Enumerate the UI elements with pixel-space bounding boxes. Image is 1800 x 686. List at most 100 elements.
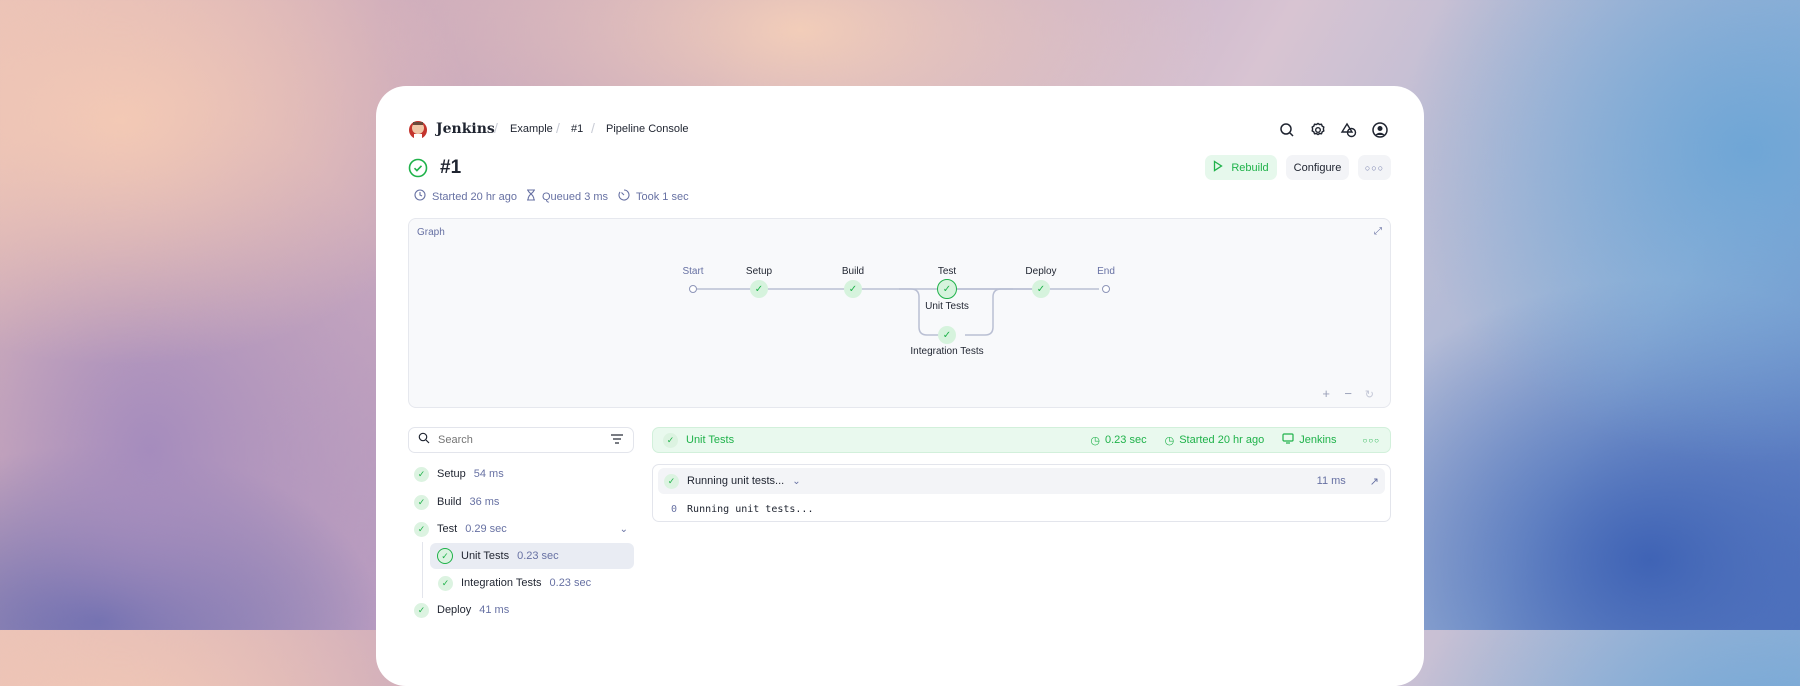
- log-line-number: 0: [671, 504, 678, 515]
- step-duration: 11 ms: [1316, 475, 1346, 487]
- shapes-icon[interactable]: [1339, 120, 1359, 140]
- step-label: Running unit tests...: [687, 475, 785, 487]
- timer-icon: ◷: [1090, 434, 1100, 447]
- breadcrumb-pipeline-console[interactable]: Pipeline Console: [606, 123, 689, 135]
- graph-node-deploy[interactable]: ✓: [1032, 280, 1050, 298]
- log-line: 0 Running unit tests...: [671, 504, 813, 515]
- graph-node-setup[interactable]: ✓: [750, 280, 768, 298]
- queued-text: Queued 3 ms: [542, 190, 609, 203]
- log-card: ✓ Running unit tests... ⌄ 11 ms ↗ 0 Runn…: [652, 464, 1391, 522]
- rebuild-label: Rebuild: [1231, 161, 1269, 174]
- stage-name: Build: [437, 496, 462, 508]
- tree-item-integration-tests[interactable]: ✓ Integration Tests 0.23 sec: [438, 572, 591, 594]
- search-icon[interactable]: [1277, 120, 1297, 140]
- meta-queued: Queued 3 ms: [526, 189, 608, 204]
- monitor-icon: [1282, 433, 1294, 447]
- stage-duration: ◷ 0.23 sec: [1090, 434, 1146, 447]
- graph-label-build: Build: [841, 266, 865, 277]
- stage-duration: 54 ms: [473, 468, 504, 480]
- breadcrumb-separator: /: [591, 120, 595, 136]
- tree-item-build[interactable]: ✓ Build 36 ms: [414, 491, 499, 513]
- graph-label-integration-tests: Integration Tests: [910, 346, 984, 357]
- chevron-down-icon[interactable]: ⌄: [619, 523, 628, 535]
- filter-icon[interactable]: [610, 431, 624, 449]
- log-line-text: Running unit tests...: [687, 504, 814, 515]
- meta-took: Took 1 sec: [618, 189, 689, 204]
- tree-item-unit-tests[interactable]: ✓ Unit Tests 0.23 sec: [430, 543, 634, 569]
- tree-item-deploy[interactable]: ✓ Deploy 41 ms: [414, 599, 509, 621]
- stage-duration: 36 ms: [469, 496, 500, 508]
- success-icon: ✓: [414, 521, 429, 537]
- graph-label-end: End: [1097, 266, 1115, 277]
- stage-header: ✓ Unit Tests ◷ 0.23 sec ◷ Started 20 hr ag…: [652, 427, 1391, 453]
- success-icon: ✓: [437, 548, 453, 564]
- build-success-icon: [408, 158, 428, 178]
- user-icon[interactable]: [1370, 120, 1390, 140]
- ellipsis-icon: ○○○: [1364, 162, 1385, 173]
- reset-zoom-icon[interactable]: ↻: [1364, 389, 1374, 401]
- stage-more-icon[interactable]: ○○○: [1362, 435, 1380, 445]
- timer-icon: [618, 189, 630, 204]
- gear-icon[interactable]: [1308, 120, 1328, 140]
- graph-label-setup: Setup: [745, 266, 773, 277]
- graph-label-start: Start: [682, 266, 704, 277]
- graph-node-unit-tests[interactable]: ✓: [937, 279, 957, 299]
- stage-name: Deploy: [437, 604, 472, 616]
- graph-title: Graph: [417, 227, 445, 238]
- rebuild-button[interactable]: Rebuild: [1205, 155, 1277, 180]
- breadcrumb-separator: /: [556, 120, 560, 136]
- stage-duration: 0.23 sec: [549, 577, 592, 589]
- agent-name: Jenkins: [1299, 434, 1337, 446]
- graph-node-integration-tests[interactable]: ✓: [938, 326, 956, 344]
- jenkins-logo[interactable]: [408, 119, 428, 143]
- graph-panel[interactable]: Graph ⤢ ✓ ✓ ✓ ✓ ✓ Start Setup Build Test…: [408, 218, 1391, 408]
- stage-agent[interactable]: Jenkins: [1282, 433, 1337, 447]
- play-icon: [1213, 160, 1224, 175]
- search-box[interactable]: [408, 427, 634, 453]
- success-icon: ✓: [664, 473, 679, 489]
- breadcrumb-example[interactable]: Example: [510, 123, 553, 135]
- hourglass-icon: [526, 189, 536, 204]
- graph-node-build[interactable]: ✓: [844, 280, 862, 298]
- clock-icon: ◷: [1164, 434, 1175, 447]
- graph-node-start: [689, 285, 697, 293]
- breadcrumb-separator: /: [494, 120, 498, 136]
- brand-name[interactable]: Jenkins: [436, 121, 495, 137]
- success-icon: ✓: [663, 432, 678, 448]
- expand-icon[interactable]: ⤢: [1374, 226, 1382, 237]
- success-icon: ✓: [414, 602, 429, 618]
- more-actions-button[interactable]: ○○○: [1358, 155, 1391, 180]
- breadcrumb-build[interactable]: #1: [571, 123, 584, 135]
- stage-duration: 0.29 sec: [465, 523, 507, 535]
- clock-icon: [414, 189, 426, 204]
- tree-item-setup[interactable]: ✓ Setup 54 ms: [414, 463, 504, 485]
- stage-started-text: Started 20 hr ago: [1179, 434, 1265, 446]
- graph-label-test: Test: [937, 266, 957, 277]
- success-icon: ✓: [438, 575, 453, 591]
- graph-edges: [697, 288, 1099, 336]
- graph-label-deploy: Deploy: [1025, 266, 1057, 277]
- took-text: Took 1 sec: [636, 190, 689, 203]
- tree-guide-line: [422, 542, 423, 598]
- stage-name: Unit Tests: [461, 550, 510, 562]
- configure-button[interactable]: Configure: [1286, 155, 1349, 180]
- graph-node-end: [1102, 285, 1110, 293]
- stage-duration: 0.23 sec: [517, 550, 559, 562]
- zoom-out-icon[interactable]: −: [1344, 386, 1352, 401]
- stage-title: Unit Tests: [686, 434, 735, 446]
- search-input[interactable]: [438, 434, 602, 446]
- success-icon: ✓: [414, 494, 429, 510]
- stage-duration-text: 0.23 sec: [1104, 434, 1147, 446]
- open-external-icon[interactable]: ↗: [1369, 475, 1379, 488]
- zoom-in-icon[interactable]: +: [1322, 386, 1330, 401]
- step-header[interactable]: ✓ Running unit tests... ⌄ 11 ms ↗: [658, 468, 1385, 494]
- stage-started: ◷ Started 20 hr ago: [1165, 434, 1265, 447]
- started-text: Started 20 hr ago: [432, 190, 518, 203]
- tree-item-test[interactable]: ✓ Test 0.29 sec ⌄: [414, 518, 628, 540]
- chevron-down-icon[interactable]: ⌄: [792, 475, 801, 487]
- build-title: #1: [440, 157, 462, 178]
- search-icon: [418, 431, 430, 449]
- success-icon: ✓: [414, 466, 429, 482]
- stage-name: Integration Tests: [461, 577, 542, 589]
- stage-name: Setup: [437, 468, 466, 480]
